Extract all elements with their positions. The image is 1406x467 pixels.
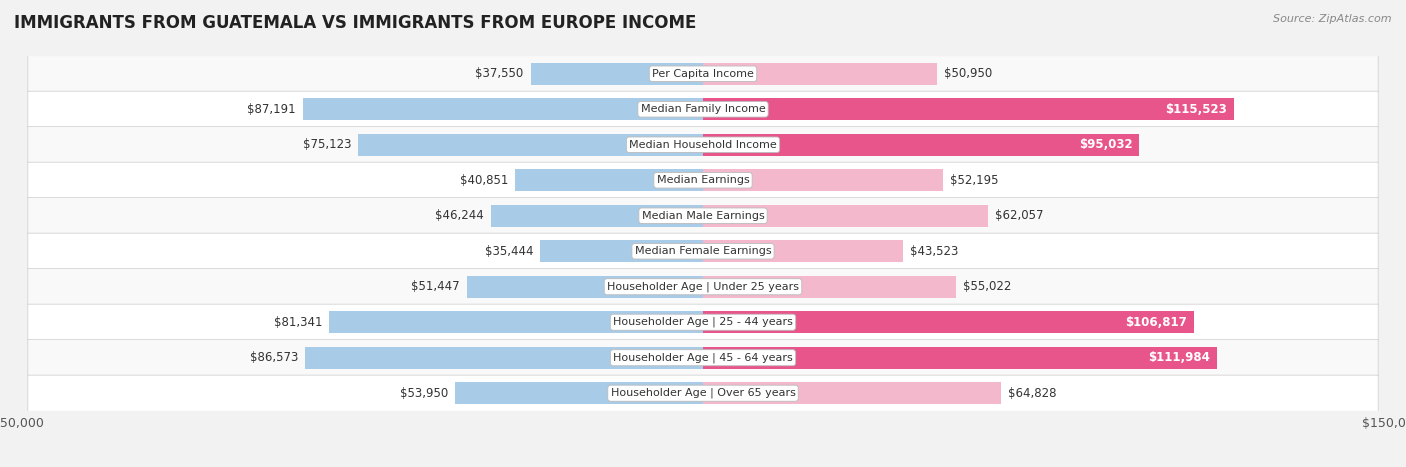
Text: Median Male Earnings: Median Male Earnings	[641, 211, 765, 221]
Text: IMMIGRANTS FROM GUATEMALA VS IMMIGRANTS FROM EUROPE INCOME: IMMIGRANTS FROM GUATEMALA VS IMMIGRANTS …	[14, 14, 696, 32]
Text: $53,950: $53,950	[401, 387, 449, 400]
Bar	[359, 134, 703, 156]
Bar	[540, 240, 703, 262]
Bar	[467, 276, 703, 298]
Bar	[302, 98, 703, 120]
Text: Source: ZipAtlas.com: Source: ZipAtlas.com	[1274, 14, 1392, 24]
FancyBboxPatch shape	[28, 162, 1378, 198]
FancyBboxPatch shape	[28, 233, 1378, 269]
Text: Householder Age | 25 - 44 years: Householder Age | 25 - 44 years	[613, 317, 793, 327]
Text: Householder Age | 45 - 64 years: Householder Age | 45 - 64 years	[613, 353, 793, 363]
Text: $50,950: $50,950	[943, 67, 993, 80]
Bar	[703, 98, 1233, 120]
Text: Median Earnings: Median Earnings	[657, 175, 749, 185]
Text: Median Family Income: Median Family Income	[641, 104, 765, 114]
FancyBboxPatch shape	[28, 56, 1378, 92]
Text: $64,828: $64,828	[1008, 387, 1056, 400]
FancyBboxPatch shape	[28, 198, 1378, 234]
Text: $37,550: $37,550	[475, 67, 523, 80]
FancyBboxPatch shape	[28, 269, 1378, 305]
Text: $95,032: $95,032	[1078, 138, 1133, 151]
Bar	[305, 347, 703, 369]
Text: $46,244: $46,244	[434, 209, 484, 222]
Bar	[703, 240, 903, 262]
Bar	[329, 311, 703, 333]
Text: Householder Age | Under 25 years: Householder Age | Under 25 years	[607, 282, 799, 292]
Text: Median Household Income: Median Household Income	[628, 140, 778, 150]
Text: $106,817: $106,817	[1125, 316, 1187, 329]
Text: $115,523: $115,523	[1166, 103, 1226, 116]
Bar	[530, 63, 703, 85]
Text: $51,447: $51,447	[411, 280, 460, 293]
Text: $75,123: $75,123	[302, 138, 352, 151]
Text: $40,851: $40,851	[460, 174, 509, 187]
Text: Householder Age | Over 65 years: Householder Age | Over 65 years	[610, 388, 796, 398]
Bar	[456, 382, 703, 404]
Text: $52,195: $52,195	[949, 174, 998, 187]
Bar	[703, 63, 936, 85]
Bar	[703, 347, 1218, 369]
Bar	[703, 276, 956, 298]
Text: $111,984: $111,984	[1149, 351, 1211, 364]
Bar	[516, 169, 703, 191]
Text: $87,191: $87,191	[247, 103, 295, 116]
Bar	[703, 169, 943, 191]
Text: $35,444: $35,444	[485, 245, 533, 258]
FancyBboxPatch shape	[28, 127, 1378, 163]
Text: $43,523: $43,523	[910, 245, 957, 258]
Text: $86,573: $86,573	[250, 351, 298, 364]
Bar	[703, 134, 1139, 156]
Bar	[491, 205, 703, 227]
Text: $81,341: $81,341	[274, 316, 322, 329]
FancyBboxPatch shape	[28, 91, 1378, 127]
FancyBboxPatch shape	[28, 375, 1378, 411]
Text: Median Female Earnings: Median Female Earnings	[634, 246, 772, 256]
FancyBboxPatch shape	[28, 340, 1378, 376]
Text: Per Capita Income: Per Capita Income	[652, 69, 754, 79]
Text: $62,057: $62,057	[995, 209, 1043, 222]
Text: $55,022: $55,022	[963, 280, 1011, 293]
Bar	[703, 382, 1001, 404]
Bar	[703, 311, 1194, 333]
Bar	[703, 205, 988, 227]
FancyBboxPatch shape	[28, 304, 1378, 340]
